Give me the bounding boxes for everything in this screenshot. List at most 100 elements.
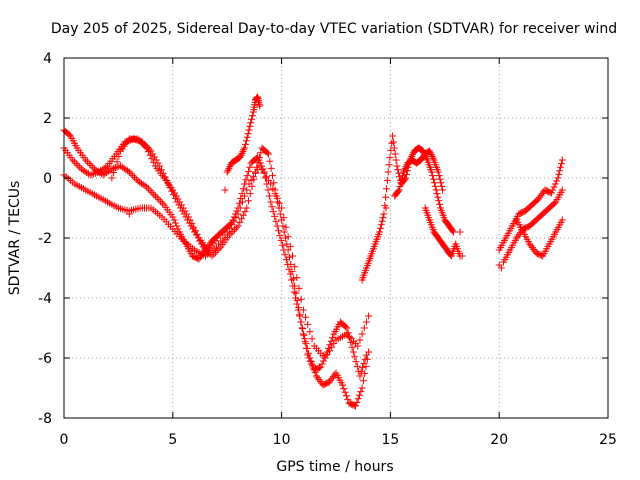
data-point: [158, 199, 166, 207]
data-point: [360, 359, 368, 367]
data-point: [388, 139, 396, 147]
data-point: [259, 165, 267, 173]
data-point: [308, 335, 316, 343]
data-point: [226, 163, 234, 171]
data-point: [551, 180, 559, 188]
data-point: [308, 360, 316, 368]
data-point: [359, 377, 367, 385]
data-point: [267, 198, 275, 206]
data-point: [342, 323, 350, 331]
data-point: [376, 228, 384, 236]
data-point: [449, 227, 457, 235]
data-point: [435, 197, 443, 205]
data-point: [70, 158, 78, 166]
data-point: [237, 151, 245, 159]
data-point: [273, 194, 281, 202]
data-point: [357, 368, 365, 376]
data-point: [385, 161, 393, 169]
data-point: [190, 223, 198, 231]
data-point: [382, 204, 390, 212]
data-point: [513, 234, 521, 242]
data-point: [243, 172, 251, 180]
data-point: [436, 175, 444, 183]
data-point: [378, 217, 386, 225]
data-point: [395, 186, 403, 194]
data-point: [297, 295, 305, 303]
data-point: [223, 168, 231, 176]
data-point: [397, 179, 405, 187]
data-point: [314, 374, 322, 382]
data-point: [245, 167, 253, 175]
data-point: [312, 372, 320, 380]
data-point: [226, 220, 234, 228]
data-point: [456, 228, 464, 236]
data-point: [76, 163, 84, 171]
data-point: [427, 151, 435, 159]
data-point: [232, 224, 240, 232]
data-point: [225, 224, 233, 232]
data-point: [183, 210, 191, 218]
data-point: [102, 163, 110, 171]
data-point: [235, 199, 243, 207]
data-point: [257, 149, 265, 157]
x-tick-label: 0: [60, 432, 69, 448]
data-point: [144, 185, 152, 193]
data-point: [148, 155, 156, 163]
data-point: [553, 177, 561, 185]
data-point: [557, 160, 565, 168]
data-point: [401, 164, 409, 172]
data-point: [394, 166, 402, 174]
data-point: [361, 355, 369, 363]
series-track-e: [223, 93, 264, 176]
data-point: [148, 188, 156, 196]
data-point: [437, 179, 445, 187]
data-point: [84, 158, 92, 166]
data-point: [556, 167, 564, 175]
data-point: [256, 102, 264, 110]
data-point: [245, 126, 253, 134]
data-point: [384, 168, 392, 176]
data-point: [146, 151, 154, 159]
data-point: [155, 196, 163, 204]
data-point: [280, 228, 288, 236]
data-point: [428, 168, 436, 176]
data-point: [89, 163, 97, 171]
data-point: [439, 186, 447, 194]
data-point: [399, 172, 407, 180]
data-point: [87, 161, 95, 169]
y-tick-label: -8: [38, 411, 52, 427]
data-point: [225, 164, 233, 172]
data-point: [186, 216, 194, 224]
data-point: [150, 190, 158, 198]
data-point: [266, 157, 274, 165]
data-point: [172, 192, 180, 200]
data-point: [113, 158, 121, 166]
data-point: [362, 351, 370, 359]
data-point: [549, 186, 557, 194]
data-point: [550, 183, 558, 191]
data-point: [227, 229, 235, 237]
data-point: [362, 318, 370, 326]
data-point: [230, 217, 238, 225]
data-point: [164, 180, 172, 188]
x-tick-label: 5: [168, 432, 177, 448]
data-point: [400, 166, 408, 174]
y-tick-label: -6: [38, 351, 52, 367]
data-point: [269, 208, 277, 216]
data-point: [74, 161, 82, 169]
data-point: [383, 176, 391, 184]
y-axis-label: SDTVAR / TECUs: [7, 181, 23, 296]
data-point: [281, 251, 289, 259]
data-point: [127, 170, 135, 178]
data-point: [429, 175, 437, 183]
data-point: [458, 252, 466, 260]
x-tick-label: 25: [599, 432, 617, 448]
data-point: [344, 395, 352, 403]
data-point: [349, 348, 357, 356]
data-point: [255, 154, 263, 162]
data-point: [176, 198, 184, 206]
data-point: [277, 236, 285, 244]
data-point: [356, 336, 364, 344]
data-point: [137, 139, 145, 147]
